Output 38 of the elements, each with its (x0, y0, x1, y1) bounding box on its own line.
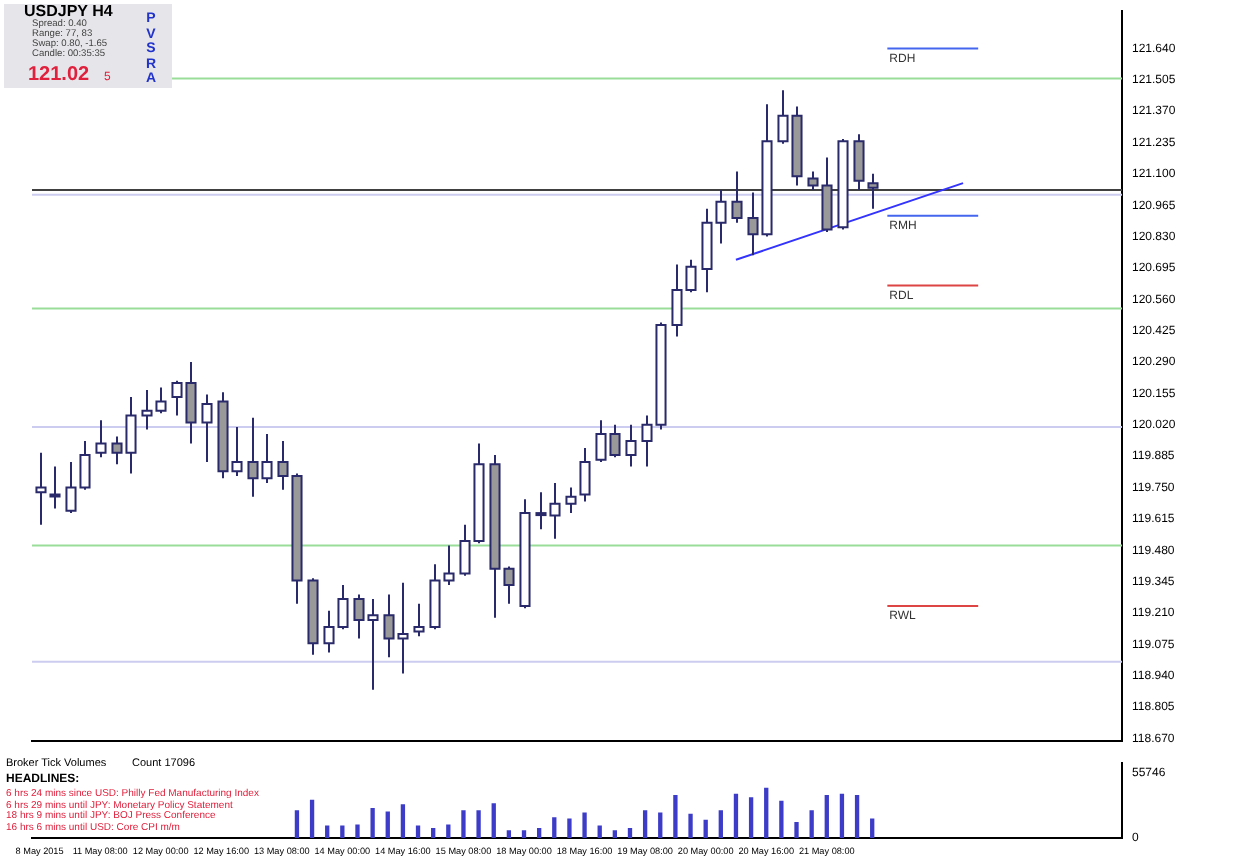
bar (612, 830, 618, 838)
bar (446, 824, 451, 838)
bar (536, 827, 542, 838)
bar (385, 811, 390, 838)
bar (476, 810, 481, 838)
bar (718, 810, 723, 838)
bar (567, 818, 572, 838)
bar (370, 807, 375, 838)
bar (733, 793, 739, 838)
bar (794, 822, 799, 838)
bar (506, 830, 512, 838)
bar (809, 810, 814, 838)
bar (431, 827, 436, 838)
bar (764, 787, 769, 838)
bar (309, 799, 315, 838)
bar (854, 794, 860, 838)
bar (658, 812, 663, 838)
bar (294, 810, 300, 838)
bar (400, 804, 406, 838)
bar (870, 818, 875, 838)
bar (355, 824, 360, 838)
bar (673, 794, 678, 838)
bar (552, 817, 557, 838)
annotation: USDJPY H4 (24, 2, 113, 20)
bar (748, 797, 754, 838)
bar (461, 810, 466, 838)
bar (491, 803, 496, 838)
annotation: 121.02 (28, 64, 90, 86)
bar (779, 800, 784, 838)
bar (627, 827, 633, 838)
bar (521, 830, 527, 838)
bar (824, 794, 829, 838)
bar (340, 825, 345, 838)
bar (839, 793, 845, 838)
bar (642, 810, 648, 838)
bar (703, 819, 708, 838)
bar (688, 813, 693, 838)
bar (582, 812, 587, 838)
